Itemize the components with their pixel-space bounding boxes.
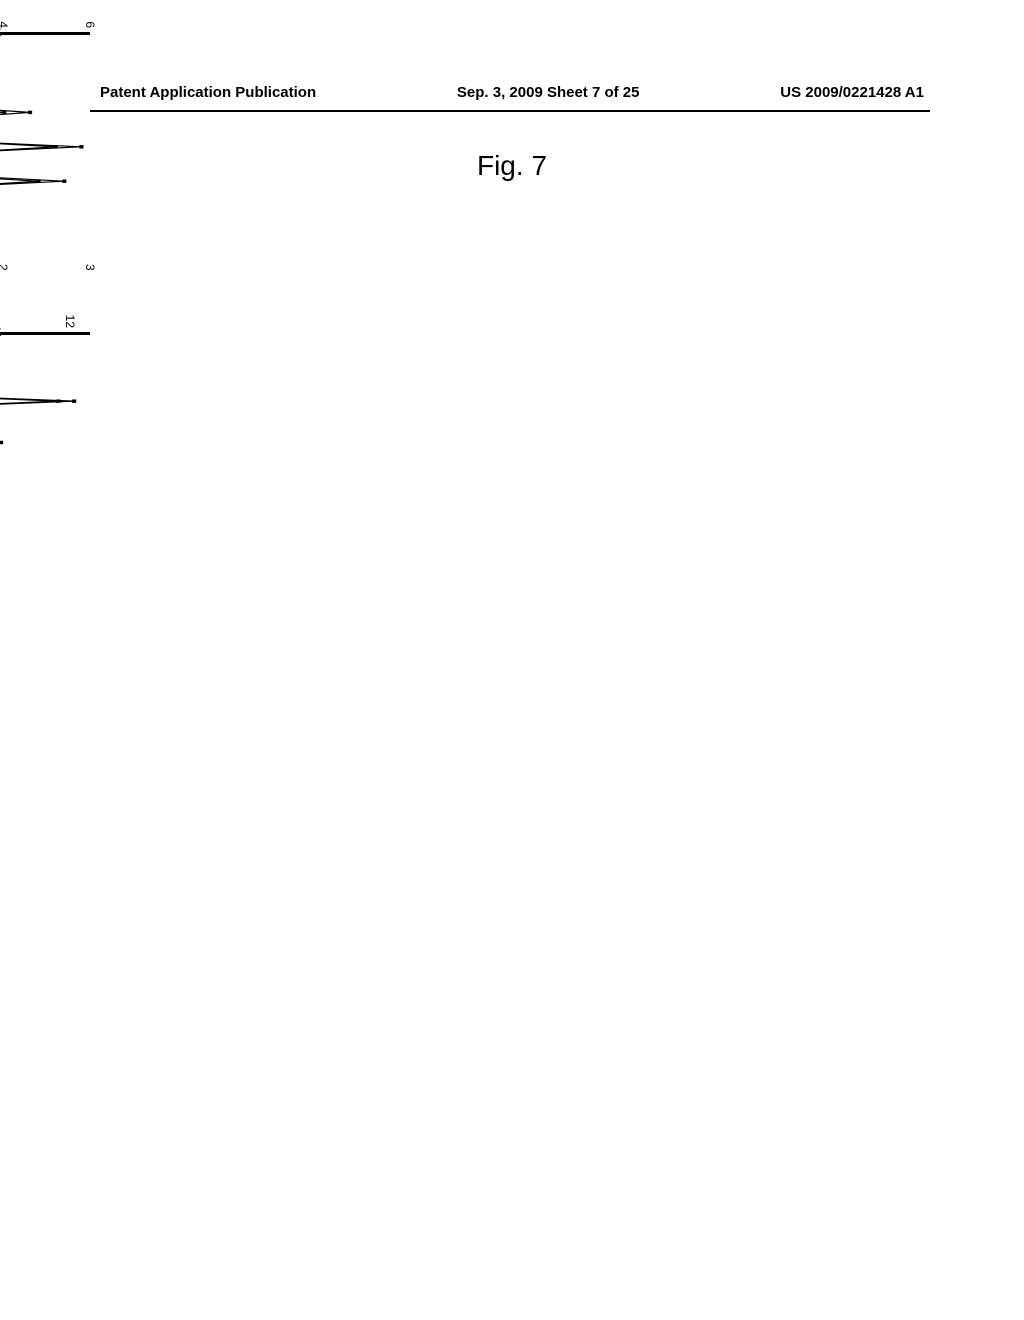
chart-sox2: Fold Enrichment246123182904500182914000 — [0, 0, 90, 260]
figure-title: Fig. 7 — [477, 150, 547, 182]
figure-container: Fold Enrichment135778280007835000Chromos… — [0, 0, 90, 190]
yticks: 4812 — [0, 308, 90, 328]
plot-area — [0, 332, 90, 550]
panel-row: Fold Enrichment135778280007835000Chromos… — [0, 0, 90, 560]
header-left: Patent Application Publication — [100, 84, 316, 101]
secondary-yticks: 123 — [0, 264, 90, 280]
panel-oct4: Fold Enrichment48123125160031240600Chrom… — [0, 290, 90, 560]
page-header: Patent Application Publication Sep. 3, 2… — [0, 84, 1024, 101]
panel-sox2: Fold Enrichment246123182904500182914000C… — [0, 0, 90, 260]
plot-area — [0, 32, 90, 250]
yticks: 246 — [0, 8, 90, 28]
header-rule — [90, 110, 930, 112]
chart-oct4: Fold Enrichment48123125160031240600 — [0, 290, 90, 560]
header-center: Sep. 3, 2009 Sheet 7 of 25 — [457, 84, 640, 101]
header-right: US 2009/0221428 A1 — [780, 84, 924, 101]
